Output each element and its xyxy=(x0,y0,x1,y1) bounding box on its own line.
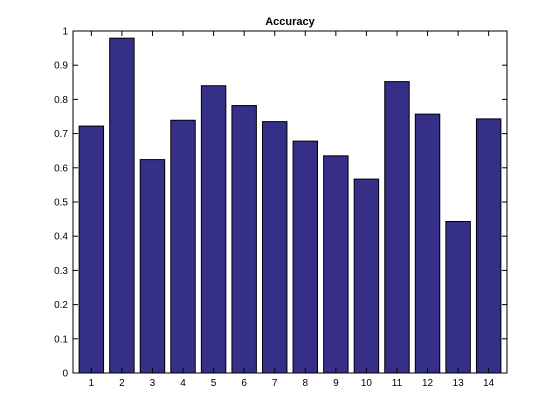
x-tick-label: 10 xyxy=(361,378,373,389)
x-tick-label: 12 xyxy=(422,378,434,389)
x-tick-label: 9 xyxy=(333,378,339,389)
x-axis: 1 2 3 4 5 6 7 8 9 10 11 12 13 14 xyxy=(89,31,495,389)
x-tick-label: 3 xyxy=(150,378,156,389)
bar-4 xyxy=(170,119,196,374)
bar-5 xyxy=(200,85,227,374)
y-tick-label: 0 xyxy=(62,369,68,380)
bar-11 xyxy=(384,81,410,374)
y-tick-label: 0.8 xyxy=(54,95,68,106)
bar-9 xyxy=(323,155,349,374)
x-tick-label: 8 xyxy=(303,378,309,389)
bar-7 xyxy=(261,121,288,374)
bar-6 xyxy=(231,105,257,374)
y-tick-label: 0.7 xyxy=(54,129,68,140)
x-tick-label: 14 xyxy=(483,378,495,389)
y-tick-label: 0.6 xyxy=(54,163,68,174)
y-axis: 0 0.1 0.2 0.3 0.4 0.5 0.6 0.7 0.8 0.9 1 xyxy=(54,27,507,380)
bar-1 xyxy=(78,125,105,374)
x-tick-label: 1 xyxy=(89,378,95,389)
x-tick-label: 6 xyxy=(241,378,247,389)
x-tick-label: 7 xyxy=(272,378,278,389)
bars-group xyxy=(78,37,502,374)
x-tick-label: 4 xyxy=(180,378,186,389)
y-tick-label: 1 xyxy=(62,27,68,38)
y-tick-label: 0.9 xyxy=(54,61,68,72)
bar-14 xyxy=(475,118,502,374)
bar-2 xyxy=(109,37,135,374)
y-tick-label: 0.4 xyxy=(54,232,68,243)
bar-3 xyxy=(139,159,166,374)
y-tick-label: 0.1 xyxy=(54,334,68,345)
y-tick-label: 0.3 xyxy=(54,266,68,277)
chart-title: Accuracy xyxy=(265,16,315,28)
y-tick-label: 0.5 xyxy=(54,198,68,209)
bar-10 xyxy=(353,178,380,374)
y-tick-label: 0.2 xyxy=(54,300,68,311)
x-tick-label: 5 xyxy=(211,378,217,389)
bar-8 xyxy=(292,140,319,374)
bar-12 xyxy=(414,113,441,374)
x-tick-label: 2 xyxy=(119,378,125,389)
x-tick-label: 13 xyxy=(453,378,465,389)
bar-13 xyxy=(445,220,471,374)
x-tick-label: 11 xyxy=(392,378,403,389)
